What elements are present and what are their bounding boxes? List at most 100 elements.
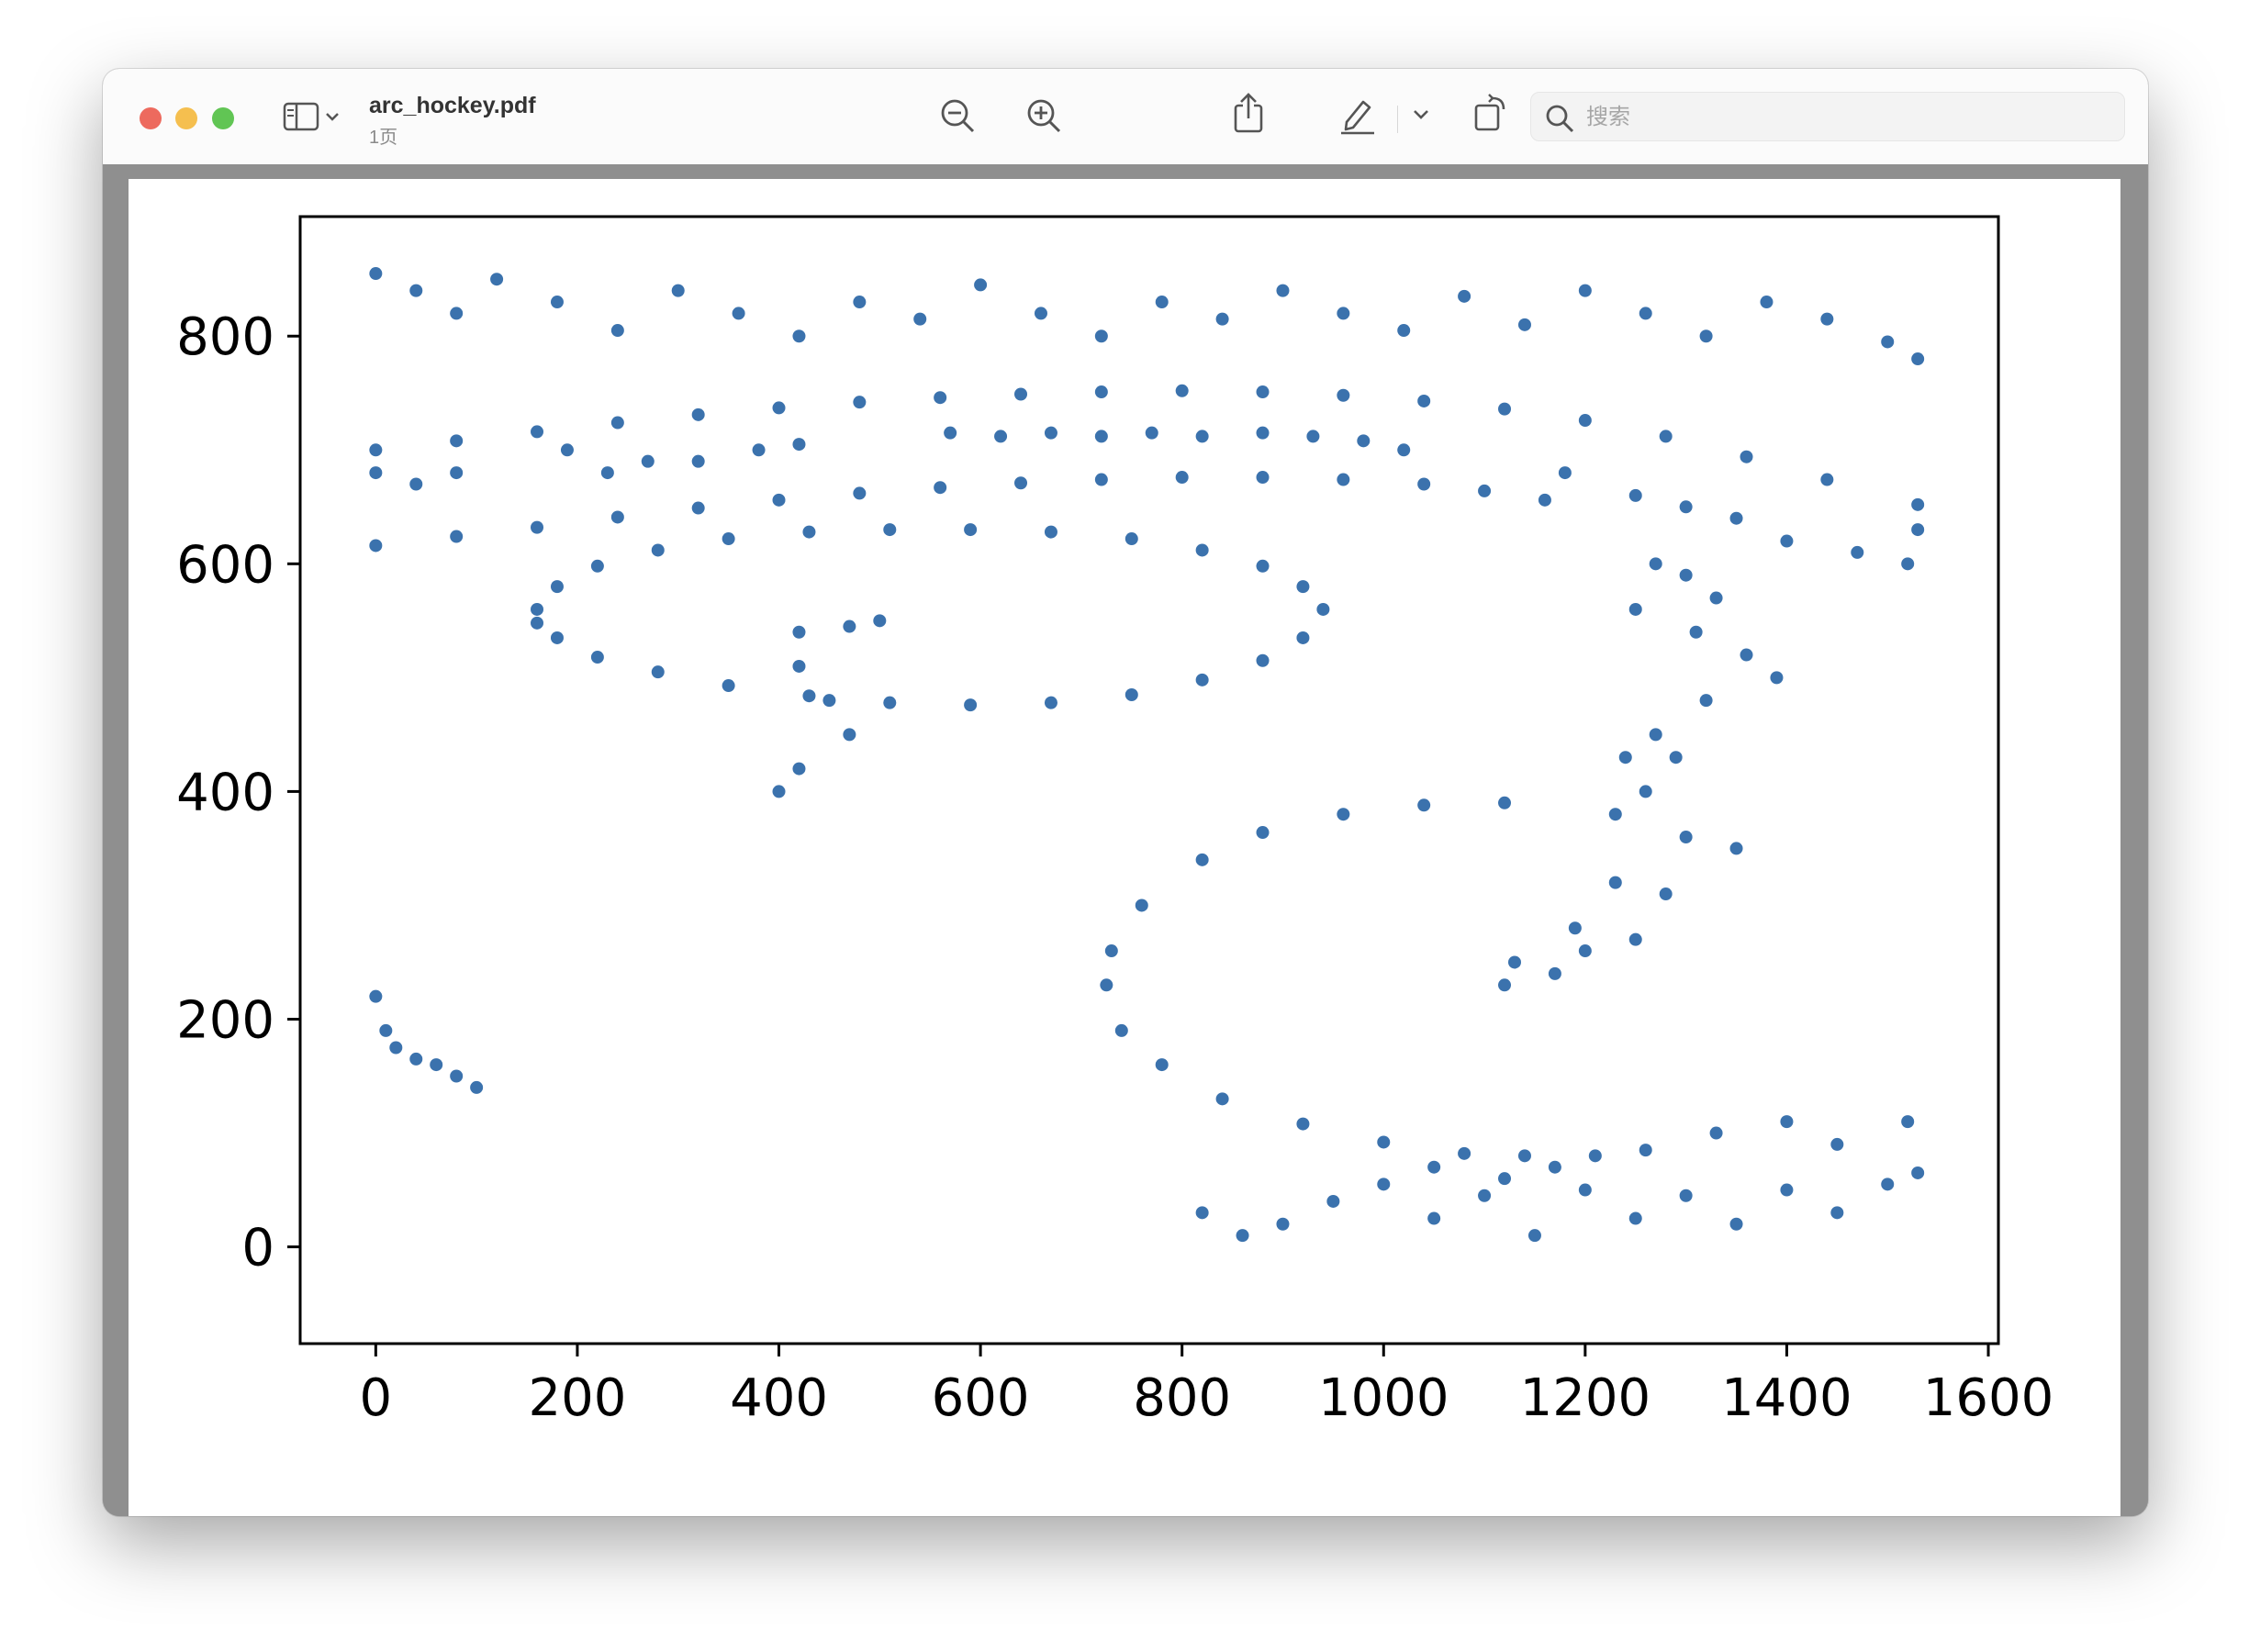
data-point xyxy=(430,1058,443,1072)
zoom-out-button[interactable] xyxy=(938,96,979,137)
data-point xyxy=(1094,329,1108,343)
data-point xyxy=(1709,1126,1723,1140)
data-point xyxy=(1175,471,1189,485)
data-point xyxy=(1337,473,1350,486)
data-point xyxy=(1628,932,1642,946)
data-point xyxy=(1820,312,1834,326)
data-point xyxy=(1780,534,1794,548)
data-point xyxy=(1578,944,1592,958)
data-point xyxy=(470,1080,484,1094)
data-point xyxy=(1729,842,1743,855)
data-point xyxy=(1104,944,1118,958)
markup-options-button[interactable] xyxy=(1410,104,1432,126)
zoom-in-icon xyxy=(1027,99,1061,133)
data-point xyxy=(1901,557,1915,571)
document-title: arc_hockey.pdf xyxy=(369,93,536,118)
data-point xyxy=(1911,523,1925,537)
data-point xyxy=(1296,631,1310,644)
data-point xyxy=(369,466,383,480)
data-point xyxy=(1195,543,1209,557)
data-point xyxy=(1679,1189,1693,1202)
search-field[interactable] xyxy=(1530,92,2125,142)
y-tick-label: 800 xyxy=(176,307,274,367)
data-point xyxy=(1689,625,1703,639)
data-point xyxy=(732,307,745,320)
data-point xyxy=(531,520,544,534)
data-point xyxy=(1478,484,1492,497)
data-point xyxy=(1397,324,1411,338)
data-point xyxy=(1618,751,1632,765)
data-point xyxy=(1498,978,1512,992)
data-point xyxy=(1094,430,1108,443)
search-icon xyxy=(1544,103,1575,139)
data-point xyxy=(1780,1183,1794,1197)
data-point xyxy=(610,510,624,524)
y-tick-label: 0 xyxy=(241,1219,274,1278)
rotate-icon xyxy=(1474,94,1505,131)
data-point xyxy=(1729,1217,1743,1231)
zoom-out-icon xyxy=(941,99,975,133)
data-point xyxy=(1911,497,1925,511)
data-point xyxy=(691,454,705,468)
data-point xyxy=(1337,808,1350,821)
preview-window: arc_hockey.pdf 1页 xyxy=(103,69,2148,1516)
data-point xyxy=(1195,430,1209,443)
data-point xyxy=(792,438,806,452)
data-point xyxy=(1538,493,1551,507)
data-point xyxy=(843,728,856,742)
data-point xyxy=(1044,525,1057,539)
data-point xyxy=(1740,450,1753,463)
data-point xyxy=(974,278,988,292)
plot-frame xyxy=(298,215,2000,1345)
toolbar-divider xyxy=(1397,106,1398,133)
data-point xyxy=(1498,796,1512,809)
data-point xyxy=(772,785,786,798)
zoom-in-button[interactable] xyxy=(1024,96,1065,137)
data-point xyxy=(1548,1160,1561,1174)
sidebar-icon xyxy=(283,102,339,131)
data-point xyxy=(1527,1229,1541,1243)
share-button[interactable] xyxy=(1230,91,1267,135)
search-input[interactable] xyxy=(1584,93,2111,142)
data-point xyxy=(1417,477,1431,491)
x-tick-label: 1400 xyxy=(1721,1368,1852,1428)
data-point xyxy=(843,620,856,633)
sidebar-toggle-button[interactable] xyxy=(283,100,347,137)
data-point xyxy=(1649,557,1662,571)
data-point xyxy=(1276,284,1290,297)
data-point xyxy=(1256,471,1270,485)
data-point xyxy=(1427,1160,1441,1174)
rotate-button[interactable] xyxy=(1471,91,1511,135)
data-point xyxy=(944,426,957,440)
minimize-window-button[interactable] xyxy=(175,107,197,129)
data-point xyxy=(531,425,544,439)
data-point xyxy=(1296,1117,1310,1131)
data-point xyxy=(1911,1166,1925,1179)
data-point xyxy=(450,307,464,320)
data-point xyxy=(1256,559,1270,573)
x-tick-label: 1600 xyxy=(1923,1368,2054,1428)
fullscreen-window-button[interactable] xyxy=(212,107,234,129)
data-point xyxy=(691,501,705,515)
y-tick-label: 400 xyxy=(176,763,274,822)
document-area[interactable]: 0 200 400 600 800 1000 1200 1400 1600 0 200 400 600 8… xyxy=(103,164,2148,1516)
data-point xyxy=(369,539,383,553)
data-point xyxy=(1458,289,1471,303)
data-point xyxy=(1155,296,1169,309)
data-point xyxy=(1760,296,1773,309)
x-tick-label: 200 xyxy=(528,1368,626,1428)
data-point xyxy=(1195,1206,1209,1220)
data-point xyxy=(1377,1135,1391,1149)
data-point xyxy=(1114,1023,1128,1037)
data-point xyxy=(531,602,544,616)
x-tick-label: 1000 xyxy=(1318,1368,1449,1428)
data-point xyxy=(1316,602,1330,616)
data-point xyxy=(1729,511,1743,525)
data-point xyxy=(1639,1144,1652,1157)
data-point xyxy=(369,443,383,457)
data-point xyxy=(1044,426,1057,440)
close-window-button[interactable] xyxy=(140,107,162,129)
markup-pencil-button[interactable] xyxy=(1337,95,1378,135)
data-point xyxy=(1094,385,1108,399)
data-point xyxy=(590,559,604,573)
